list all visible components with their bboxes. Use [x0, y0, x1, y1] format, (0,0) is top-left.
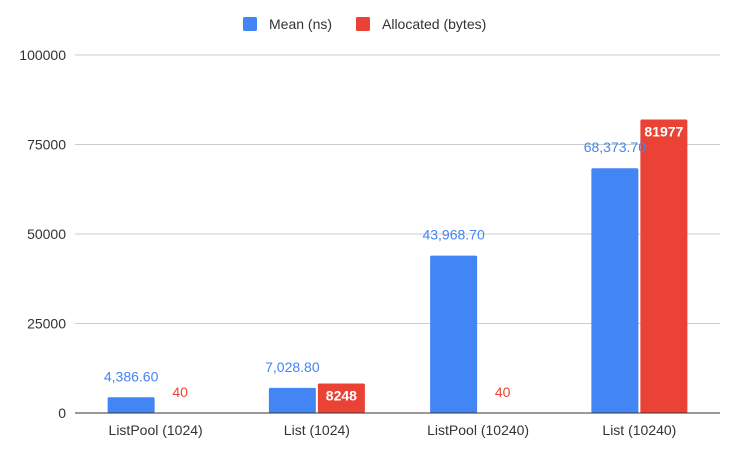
y-tick-label: 100000	[19, 47, 66, 63]
bars	[107, 119, 688, 413]
data-label: 40	[172, 384, 188, 400]
y-axis: 0 25000 50000 75000 100000	[19, 47, 66, 421]
bar-mean	[430, 255, 478, 413]
data-labels: 4,386.60 40 7,028.80 8248 43,968.70 40 68,373.…	[104, 124, 684, 404]
legend: Mean (ns) Allocated (bytes)	[243, 16, 486, 32]
x-tick-label: List (1024)	[284, 422, 350, 438]
data-label: 43,968.70	[422, 227, 484, 243]
legend-label: Mean (ns)	[269, 16, 332, 32]
x-tick-label: ListPool (1024)	[109, 422, 203, 438]
bar-mean	[107, 397, 155, 413]
legend-label: Allocated (bytes)	[382, 16, 486, 32]
data-label: 40	[495, 384, 511, 400]
data-label: 68,373.70	[584, 139, 646, 155]
x-axis: ListPool (1024) List (1024) ListPool (1024…	[75, 412, 720, 438]
y-tick-label: 75000	[27, 137, 66, 153]
y-tick-label: 50000	[27, 226, 66, 242]
data-label: 8248	[326, 387, 357, 403]
data-label: 81977	[644, 124, 683, 140]
bar-allocated	[640, 119, 688, 413]
legend-swatch	[356, 17, 370, 31]
x-tick-label: ListPool (10240)	[427, 422, 529, 438]
y-tick-label: 25000	[27, 316, 66, 332]
data-label: 7,028.80	[265, 359, 320, 375]
data-label: 4,386.60	[104, 368, 159, 384]
x-tick-label: List (10240)	[602, 422, 676, 438]
bar-mean	[268, 387, 316, 413]
bar-mean	[591, 168, 639, 413]
legend-swatch	[243, 17, 257, 31]
bar-allocated	[317, 383, 365, 413]
y-tick-label: 0	[58, 405, 66, 421]
